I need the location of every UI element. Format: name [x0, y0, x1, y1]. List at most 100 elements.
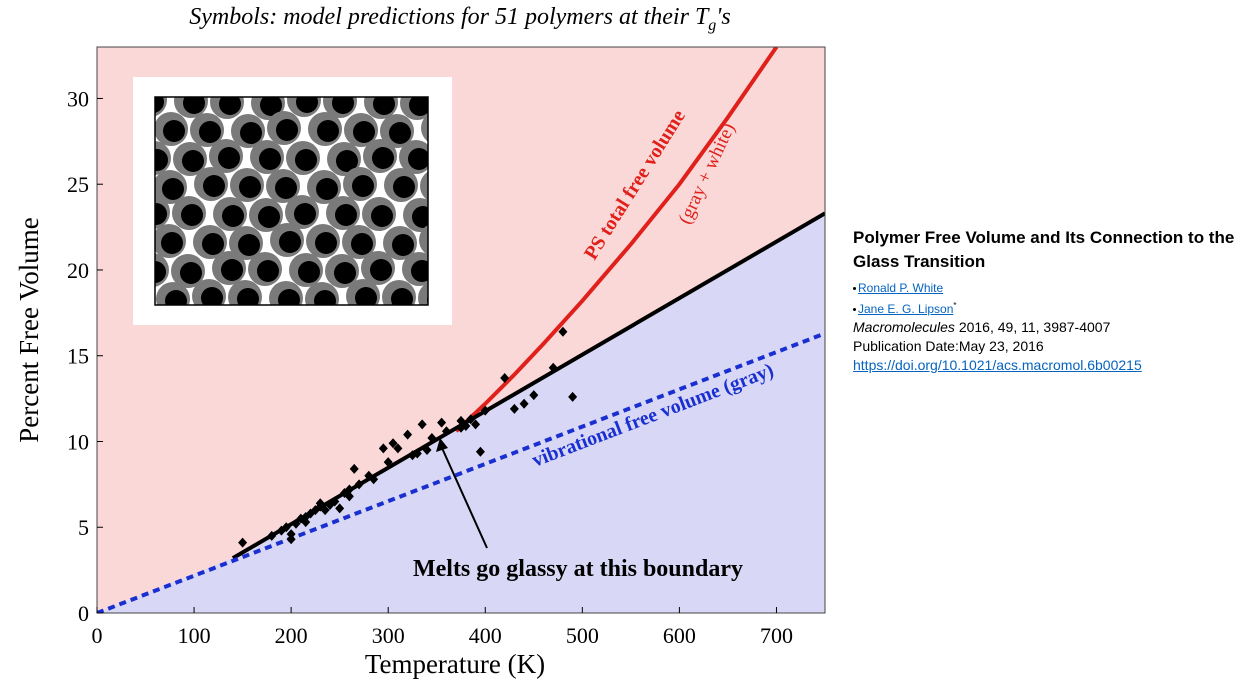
- particle-core: [219, 97, 241, 115]
- particle-core: [352, 175, 374, 197]
- y-tick-label: 30: [67, 86, 89, 111]
- data-point: [568, 391, 578, 402]
- particle-core: [222, 205, 244, 227]
- particle-core: [155, 149, 168, 171]
- data-point: [509, 403, 519, 414]
- particle-core: [371, 205, 393, 227]
- data-point: [286, 529, 296, 540]
- particle-core: [161, 232, 183, 254]
- y-tick-label: 25: [67, 172, 89, 197]
- particle-shell: [418, 282, 428, 305]
- data-point: [558, 326, 568, 337]
- journal-details: 2016, 49, 11, 3987-4007: [954, 319, 1111, 335]
- data-point: [529, 390, 539, 401]
- data-point: [238, 537, 248, 548]
- particle-core: [279, 231, 301, 253]
- series-line: [454, 47, 779, 433]
- particle-core: [181, 204, 203, 226]
- particle-core: [317, 120, 339, 142]
- y-tick-label: 10: [67, 429, 89, 454]
- paper-title: Polymer Free Volume and Its Connection t…: [853, 228, 1235, 271]
- particle-core: [298, 261, 320, 283]
- particle-core: [155, 97, 164, 113]
- particle-core: [351, 233, 373, 255]
- particle-shell: [420, 171, 428, 201]
- particle-core: [239, 176, 261, 198]
- particle-core: [183, 97, 205, 114]
- particle-core: [389, 122, 411, 144]
- citation: Polymer Free Volume and Its Connection t…: [853, 226, 1238, 375]
- particle-shell: [419, 225, 428, 255]
- x-tick-label: 300: [372, 623, 405, 648]
- data-point: [500, 373, 510, 384]
- publication-date: Publication Date:May 23, 2016: [853, 338, 1044, 354]
- x-axis-label: Temperature (K): [365, 649, 545, 679]
- particle-core: [165, 290, 187, 305]
- particle-core: [412, 206, 428, 228]
- particle-core: [355, 287, 377, 305]
- data-point: [291, 518, 301, 529]
- particle-core: [180, 262, 202, 284]
- data-point: [393, 443, 403, 454]
- data-point: [437, 417, 447, 428]
- particle-core: [315, 232, 337, 254]
- data-point: [301, 517, 311, 528]
- particle-core: [391, 288, 413, 305]
- particle-core: [218, 147, 240, 169]
- particle-core: [182, 150, 204, 172]
- chart-title: Symbols: model predictions for 51 polyme…: [189, 4, 731, 34]
- particle-core: [201, 287, 223, 305]
- particle-core: [163, 120, 185, 142]
- y-tick-label: 15: [67, 344, 89, 369]
- data-point: [441, 426, 451, 437]
- data-point: [344, 491, 354, 502]
- data-point: [320, 505, 330, 516]
- particle-core: [295, 149, 317, 171]
- x-tick-label: 500: [566, 623, 599, 648]
- particle-core: [276, 119, 298, 141]
- data-point: [456, 415, 466, 426]
- data-point: [548, 362, 558, 373]
- doi-link[interactable]: https://doi.org/10.1021/acs.macromol.6b0…: [853, 357, 1142, 373]
- data-point: [407, 450, 417, 461]
- data-point: [335, 503, 345, 514]
- journal: Macromolecules: [853, 319, 955, 335]
- annotation: Melts go glassy at this boundary: [413, 556, 743, 582]
- data-point: [378, 443, 388, 454]
- author-link[interactable]: Jane E. G. Lipson: [858, 302, 954, 316]
- x-tick-label: 400: [469, 623, 502, 648]
- data-point: [471, 419, 481, 430]
- data-point: [427, 433, 437, 444]
- data-point: [286, 534, 296, 545]
- chart: 0 100 200 300 400 500 600 700 0 5 10 15 20 25 30 Symbo…: [14, 4, 826, 679]
- particle-core: [408, 148, 428, 170]
- particle-core: [411, 260, 428, 282]
- data-point: [301, 511, 311, 522]
- particle-core: [258, 206, 280, 228]
- particle-core: [294, 203, 316, 225]
- corresponding-mark: *: [953, 301, 957, 310]
- region-below: [97, 213, 825, 613]
- data-point: [344, 484, 354, 495]
- data-point: [354, 479, 364, 490]
- particle-core: [334, 262, 356, 284]
- particle-core: [296, 97, 318, 113]
- x-tick-label: 600: [663, 623, 696, 648]
- author: Jane E. G. Lipson*: [853, 297, 1238, 318]
- particle-core: [316, 178, 338, 200]
- particle-core: [393, 176, 415, 198]
- data-point: [475, 446, 485, 457]
- y-axis-label: Percent Free Volume: [14, 217, 44, 442]
- particle-core: [336, 150, 358, 172]
- author-link[interactable]: Ronald P. White: [858, 281, 944, 295]
- data-point: [422, 445, 432, 456]
- data-point: [480, 405, 490, 416]
- title-text: Symbols: model predictions for 51 polyme…: [189, 4, 710, 30]
- particle-core: [372, 147, 394, 169]
- particle-shell: [421, 114, 428, 142]
- data-point: [388, 438, 398, 449]
- journal-line: Macromolecules 2016, 49, 11, 3987-4007: [853, 318, 1238, 337]
- data-point: [281, 522, 291, 533]
- x-tick-label: 200: [275, 623, 308, 648]
- x-tick-label: 0: [92, 623, 103, 648]
